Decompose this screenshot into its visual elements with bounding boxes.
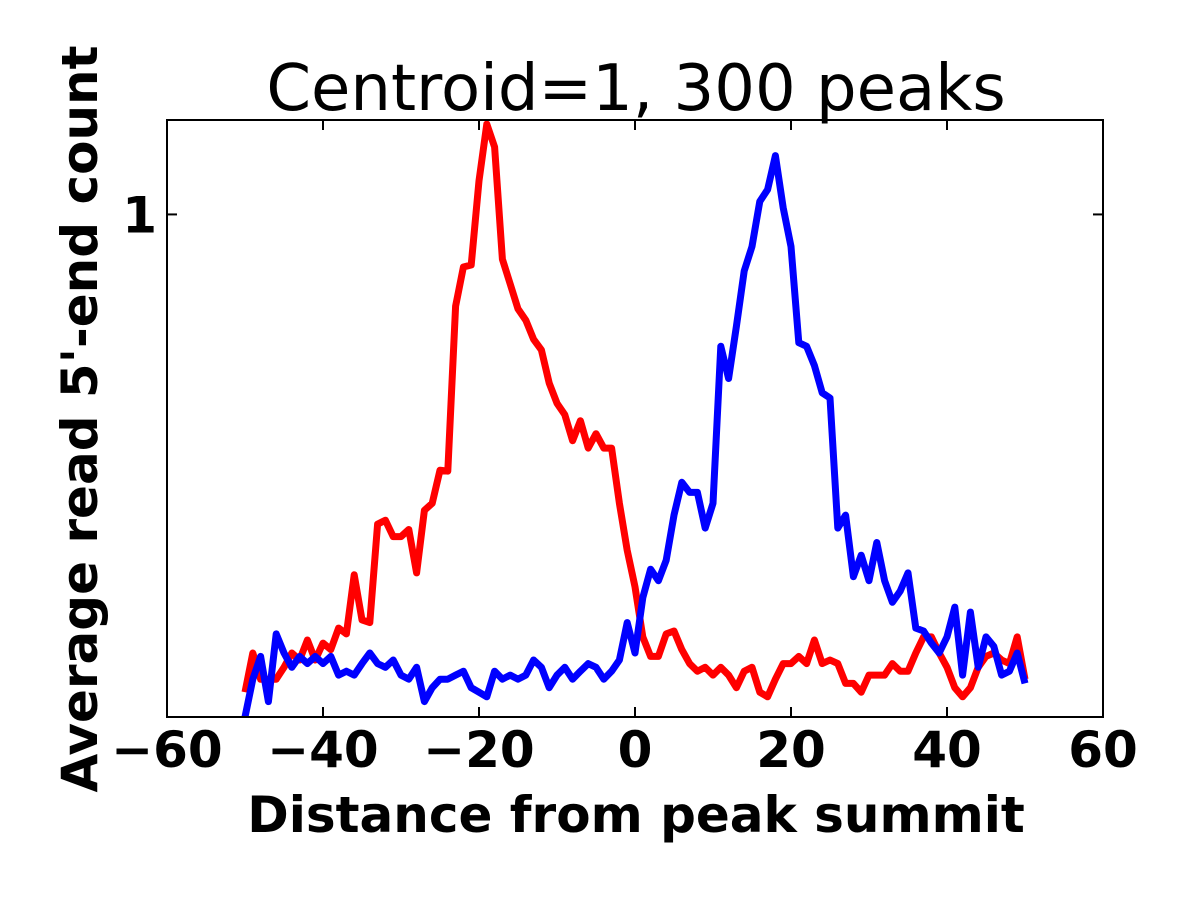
series-line-red [241,120,1029,701]
chart-title: Centroid=1, 300 peaks [266,52,1005,126]
ticks-layer: −60 −40 −20 0 20 40 60 1 [111,120,1138,779]
series-line-blue [241,152,1029,718]
x-tick-label: 60 [1068,721,1138,779]
x-tick-label: 0 [618,721,653,779]
y-tick-label: 1 [122,186,157,244]
x-tick-label: 40 [912,721,982,779]
series-layer [241,120,1029,718]
x-tick-label: −60 [111,721,222,779]
x-tick-label: 20 [756,721,826,779]
x-tick-label: −20 [423,721,534,779]
y-axis-label: Average read 5'-end count [51,45,109,792]
x-tick-label: −40 [267,721,378,779]
x-axis-label: Distance from peak summit [247,786,1025,844]
